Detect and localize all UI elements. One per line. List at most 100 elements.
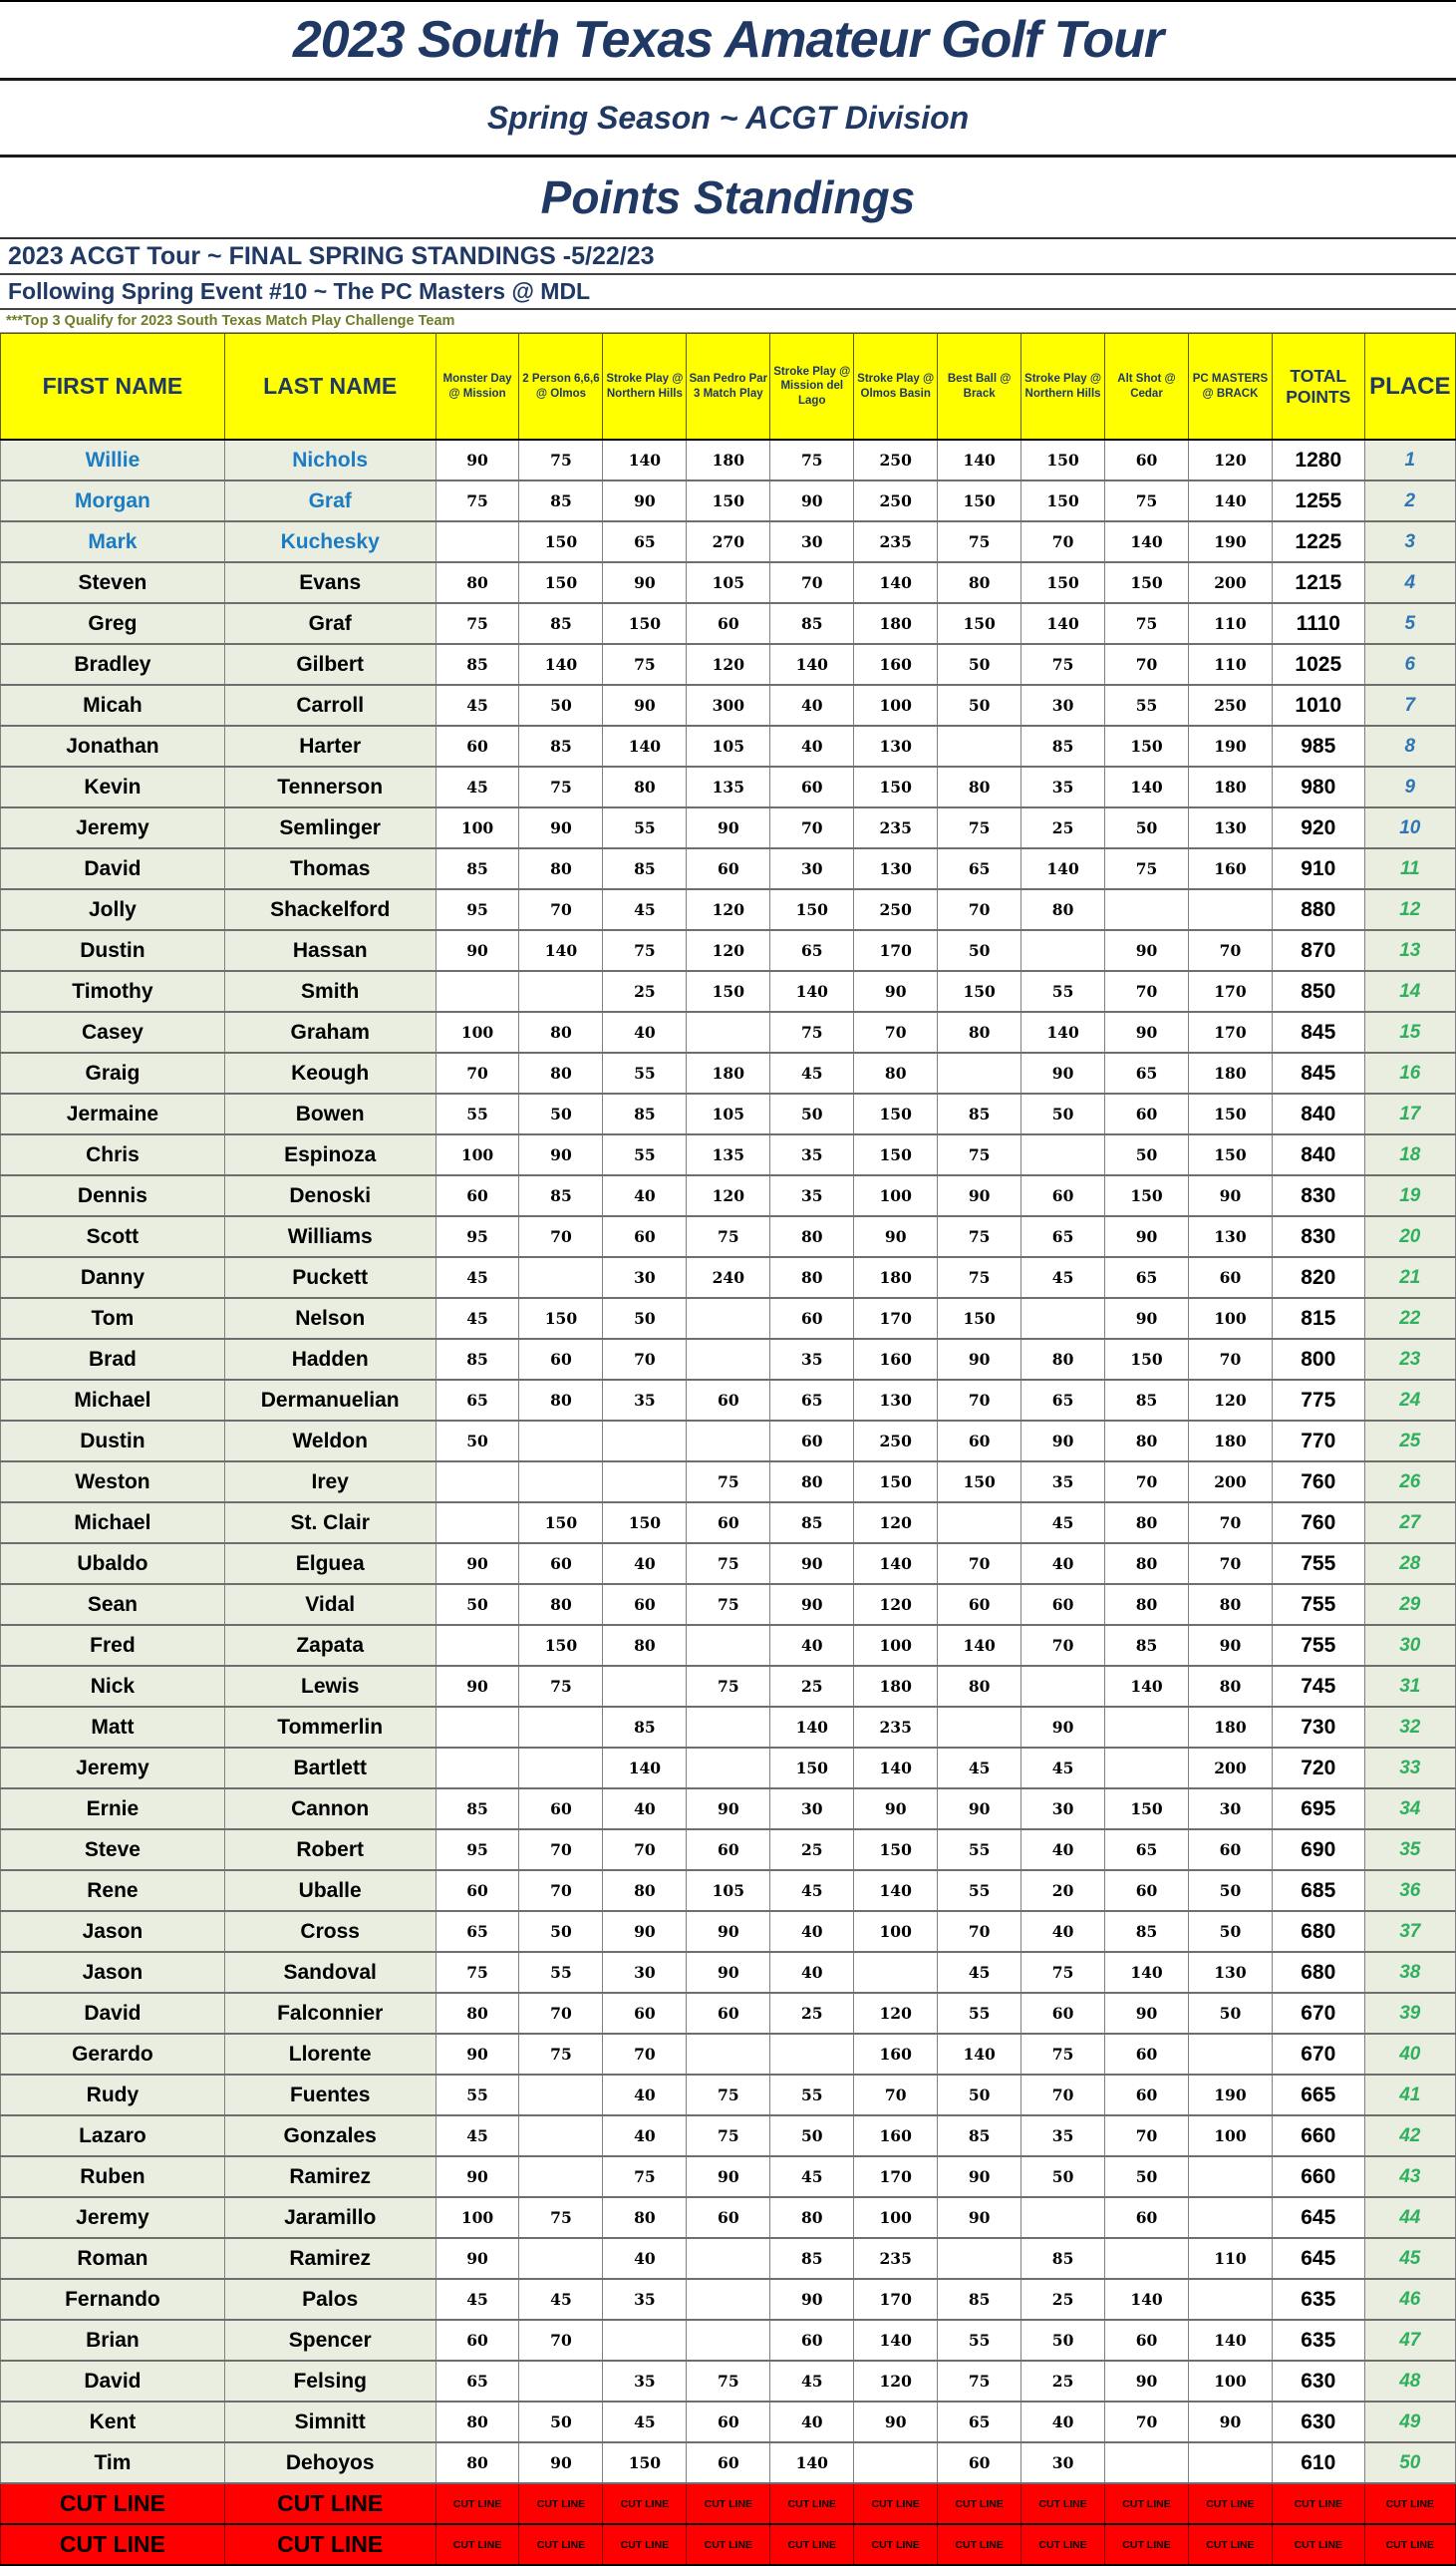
event-score-cell: 45 [769, 1869, 855, 1912]
last-name-cell: Espinoza [223, 1133, 437, 1176]
event-score-cell: 45 [435, 766, 520, 808]
event-score-cell [686, 2033, 771, 2076]
event-score-cell: 45 [518, 2278, 604, 2321]
event-score-cell: 35 [1020, 2114, 1106, 2157]
event-score-cell: 50 [1187, 1992, 1273, 2035]
event-score-cell: 50 [937, 2074, 1022, 2116]
event-score-cell: 270 [686, 520, 771, 563]
event-score-cell [435, 1460, 520, 1503]
event-score-cell [1104, 888, 1189, 931]
event-score-cell [518, 1256, 604, 1299]
standings-status-bar: 2023 ACGT Tour ~ FINAL SPRING STANDINGS … [0, 239, 1456, 275]
place-cell: 27 [1363, 1501, 1456, 1544]
place-cell: 9 [1363, 766, 1456, 808]
event-score-cell: 55 [602, 1133, 688, 1176]
event-score-cell: 50 [1020, 2319, 1106, 2362]
event-score-cell: 75 [435, 1951, 520, 1994]
event-score-cell: 60 [1020, 1992, 1106, 2035]
event-score-cell: 80 [518, 1583, 604, 1626]
event-score-cell: 60 [686, 602, 771, 645]
event-score-cell: 190 [1187, 725, 1273, 768]
qualify-note-text: ***Top 3 Qualify for 2023 South Texas Ma… [6, 313, 455, 329]
event-score-cell: 60 [518, 1787, 604, 1830]
event-score-cell [435, 1706, 520, 1749]
event-score-cell: 50 [1187, 1869, 1273, 1912]
event-score-cell: 70 [853, 1011, 939, 1054]
event-score-cell: 70 [1020, 520, 1106, 563]
event-score-cell: 60 [1187, 1828, 1273, 1871]
event-score-cell: 80 [1020, 888, 1106, 931]
total-points-cell: 645 [1271, 2196, 1365, 2239]
place-cell: 2 [1363, 480, 1456, 522]
event-score-cell: 80 [937, 766, 1022, 808]
event-score-cell: 75 [518, 439, 604, 481]
event-score-cell: 70 [1104, 970, 1189, 1013]
event-score-cell: 50 [1020, 1093, 1106, 1135]
event-score-cell [686, 1747, 771, 1789]
last-name-cell: Sandoval [223, 1951, 437, 1994]
place-cell: 49 [1363, 2401, 1456, 2443]
event-score-cell: 100 [435, 1011, 520, 1054]
event-score-cell: 100 [853, 1624, 939, 1667]
event-score-cell: 35 [1020, 1460, 1106, 1503]
event-score-cell: 90 [1104, 929, 1189, 972]
event-score-cell: 75 [937, 2360, 1022, 2403]
event-score-cell: 55 [937, 2319, 1022, 2362]
last-name-cell: Shackelford [223, 888, 437, 931]
table-row: Jeremy Semlinger 100 90 55 90 70 235 75 25 50 130 92… [0, 806, 1456, 849]
event-score-cell: 90 [435, 2237, 520, 2280]
last-name-cell: Dehoyos [223, 2441, 437, 2484]
event-score-cell: 25 [1020, 806, 1106, 849]
event-score-cell: 25 [769, 1828, 855, 1871]
event-score-cell: 35 [769, 1133, 855, 1176]
event-score-cell: 90 [518, 806, 604, 849]
last-name-cell: Harter [223, 725, 437, 768]
first-name-cell: Willie [0, 439, 225, 481]
last-name-cell: Tennerson [223, 766, 437, 808]
event-score-cell [435, 970, 520, 1013]
event-score-cell: 85 [518, 1174, 604, 1217]
event-score-cell: 75 [686, 2360, 771, 2403]
event-score-cell: 75 [435, 480, 520, 522]
event-score-cell: 180 [1187, 766, 1273, 808]
event-score-cell: 60 [769, 2319, 855, 2362]
last-name-cell: Puckett [223, 1256, 437, 1299]
event-score-cell: 170 [1187, 1011, 1273, 1054]
event-score-cell: 30 [1020, 684, 1106, 727]
event-score-cell: 90 [1104, 1011, 1189, 1054]
table-row: Jeremy Bartlett 140 150 140 45 45 200 720 33 [0, 1747, 1456, 1789]
event-score-cell: 70 [1187, 1501, 1273, 1544]
table-row: Rudy Fuentes 55 40 75 55 70 50 70 60 190 665 41 [0, 2074, 1456, 2116]
event-score-cell: 75 [518, 2196, 604, 2239]
event-score-cell: 80 [769, 1256, 855, 1299]
table-row: Brian Spencer 60 70 60 140 55 50 60 140 635 47 [0, 2319, 1456, 2362]
event-score-cell: 150 [686, 480, 771, 522]
cut-line-cell: CUT LINE [518, 2523, 604, 2566]
event-score-cell: 30 [1020, 2441, 1106, 2484]
table-row: Bradley Gilbert 85 140 75 120 140 160 50 75 70 110 1… [0, 643, 1456, 686]
table-row: Jason Sandoval 75 55 30 90 40 45 75 140 130 680 38 [0, 1951, 1456, 1994]
total-points-cell: 635 [1271, 2319, 1365, 2362]
event-score-cell: 50 [937, 929, 1022, 972]
event-score-cell: 60 [518, 1542, 604, 1585]
event-score-cell: 50 [1104, 2155, 1189, 2198]
event-score-cell: 80 [435, 2441, 520, 2484]
event-score-cell: 70 [602, 1828, 688, 1871]
event-score-cell: 40 [769, 1951, 855, 1994]
event-score-cell: 45 [435, 1297, 520, 1340]
first-name-cell: Timothy [0, 970, 225, 1013]
event-score-cell: 50 [937, 684, 1022, 727]
last-name-cell: Fuentes [223, 2074, 437, 2116]
total-points-cell: 980 [1271, 766, 1365, 808]
event-score-cell: 105 [686, 561, 771, 604]
event-score-cell: 75 [769, 1011, 855, 1054]
event-score-cell [518, 1706, 604, 1749]
event-score-cell: 140 [602, 1747, 688, 1789]
first-name-cell: Jonathan [0, 725, 225, 768]
event-score-cell [602, 2319, 688, 2362]
event-score-cell: 190 [1187, 2074, 1273, 2116]
event-score-cell: 55 [435, 2074, 520, 2116]
event-score-cell: 250 [853, 888, 939, 931]
event-score-cell [686, 1338, 771, 1381]
